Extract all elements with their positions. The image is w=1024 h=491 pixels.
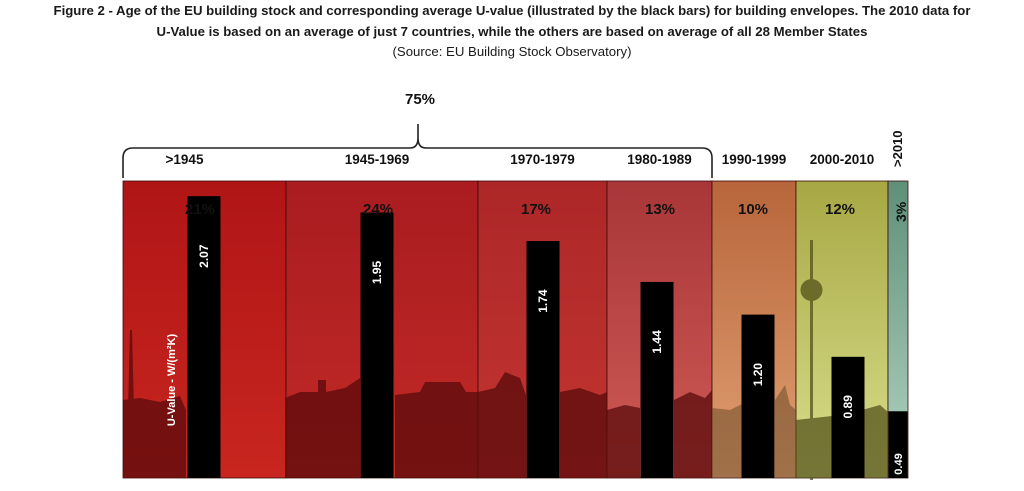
share-label-2: 24%	[363, 201, 393, 218]
value-label-5: 1.20	[751, 363, 765, 387]
value-label-2: 1.95	[370, 260, 384, 284]
chart-labels: 2.07 1.95 1.74 1.44 1.20 0.89 0.49 >1945 1945-19…	[166, 130, 909, 474]
share-label-5: 10%	[738, 201, 768, 218]
share-label-6: 12%	[825, 201, 855, 218]
category-label-2: 1945-1969	[345, 152, 410, 167]
category-label-4: 1980-1989	[627, 152, 692, 167]
u-value-bar-2	[360, 212, 394, 478]
caption-source: (Source: EU Building Stock Observatory)	[392, 44, 632, 59]
value-label-7: 0.49	[893, 453, 905, 474]
category-label-6: 2000-2010	[810, 152, 875, 167]
u-value-bar-6	[831, 356, 865, 478]
caption-line-2: U-Value is based on an average of just 7…	[156, 24, 868, 39]
category-label-7: >2010	[890, 130, 905, 167]
u-value-bar-1	[187, 196, 221, 478]
brace-75	[122, 124, 713, 178]
share-label-7: 3%	[893, 201, 909, 222]
u-value-bar-4	[640, 281, 674, 478]
caption-line-1: Figure 2 - Age of the EU building stock …	[53, 3, 971, 18]
share-label-1: 21%	[185, 201, 215, 218]
skyline-silhouette	[123, 330, 712, 478]
skyline-silhouette-light	[712, 385, 796, 478]
u-value-bar-5	[741, 314, 775, 478]
value-label-1: 2.07	[197, 244, 211, 268]
value-label-6: 0.89	[841, 395, 855, 419]
share-label-3: 17%	[521, 201, 551, 218]
brace-label: 75%	[405, 91, 435, 108]
tv-tower-silhouette	[796, 240, 888, 480]
u-value-bar-3	[526, 241, 560, 478]
share-label-4: 13%	[645, 201, 675, 218]
category-label-3: 1970-1979	[510, 152, 575, 167]
u-value-bar-7	[888, 411, 908, 478]
category-label-1: >1945	[166, 152, 204, 167]
y-axis-label: U-Value - W/(m²K)	[166, 334, 178, 427]
category-label-5: 1990-1999	[722, 152, 787, 167]
value-label-4: 1.44	[650, 330, 664, 354]
u-value-bars	[187, 196, 908, 478]
value-label-3: 1.74	[536, 289, 550, 313]
figure-caption: Figure 2 - Age of the EU building stock …	[0, 0, 1024, 62]
